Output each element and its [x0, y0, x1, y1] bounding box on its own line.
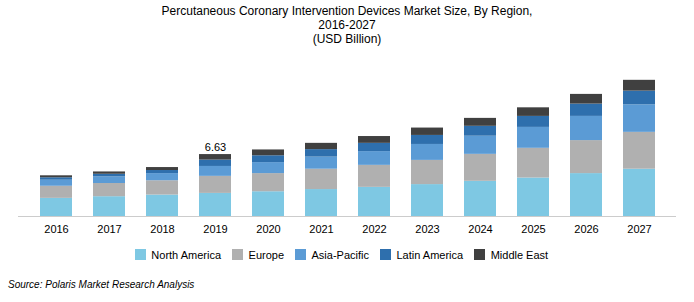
svg-text:2026: 2026 — [574, 223, 598, 235]
svg-text:2017: 2017 — [97, 223, 121, 235]
svg-text:6.63: 6.63 — [205, 141, 226, 153]
html-text:Europe: Europe — [248, 248, 284, 261]
svg-text:2018: 2018 — [150, 223, 174, 235]
html-text:Latin America: Latin America — [396, 248, 464, 261]
svg-text:2016: 2016 — [44, 223, 68, 235]
svg-text:2024: 2024 — [468, 223, 492, 235]
svg-text:2022: 2022 — [362, 223, 386, 235]
svg-text:2020: 2020 — [256, 223, 280, 235]
html-text:Percutaneous Coronary Interven: Percutaneous Coronary Intervention Devic… — [161, 4, 533, 46]
html-text:North America: North America — [151, 248, 221, 261]
html-text:Asia-Pacific: Asia-Pacific — [311, 248, 369, 261]
html-text:Middle East: Middle East — [490, 248, 549, 261]
svg-text:2023: 2023 — [415, 223, 439, 235]
svg-text:2019: 2019 — [203, 223, 227, 235]
svg-text:2025: 2025 — [521, 223, 545, 235]
svg-text:2027: 2027 — [627, 223, 651, 235]
svg-text:2021: 2021 — [309, 223, 333, 235]
html-text:Source: Polaris Market Researc: Source: Polaris Market Research Analysis — [8, 278, 195, 290]
